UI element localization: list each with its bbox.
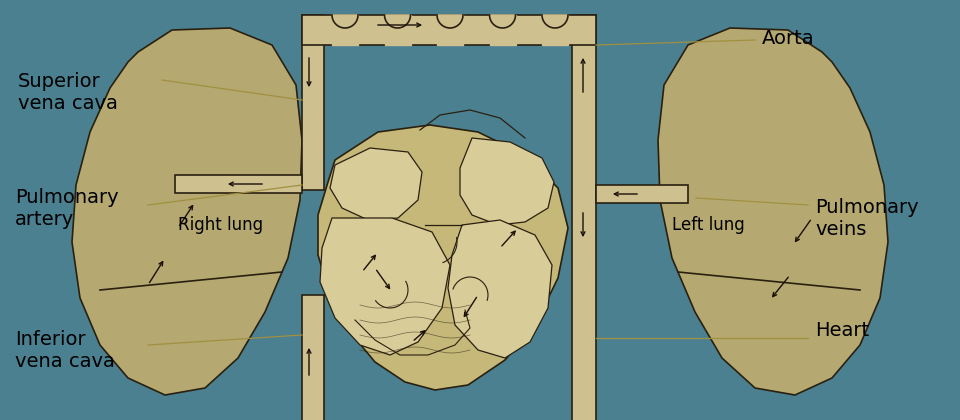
Bar	[302, 15, 324, 190]
Polygon shape	[542, 15, 568, 28]
Bar	[175, 175, 302, 193]
Polygon shape	[332, 15, 358, 28]
Polygon shape	[72, 28, 302, 395]
Bar	[302, 15, 596, 45]
Polygon shape	[332, 15, 358, 45]
Polygon shape	[385, 15, 411, 45]
Polygon shape	[542, 15, 568, 45]
Text: Superior
vena cava: Superior vena cava	[18, 72, 118, 113]
Text: Right lung: Right lung	[178, 216, 263, 234]
Text: Inferior
vena cava: Inferior vena cava	[15, 330, 115, 371]
Polygon shape	[490, 15, 516, 45]
Polygon shape	[320, 218, 450, 355]
Text: Left lung: Left lung	[672, 216, 745, 234]
Polygon shape	[318, 125, 568, 390]
Text: Heart: Heart	[815, 320, 869, 339]
Polygon shape	[448, 220, 552, 358]
Bar	[596, 185, 688, 203]
Text: Pulmonary
artery: Pulmonary artery	[15, 188, 119, 229]
Polygon shape	[437, 15, 463, 28]
Bar	[302, 295, 324, 420]
Text: Aorta: Aorta	[762, 29, 815, 47]
Bar	[572, 15, 596, 420]
Polygon shape	[385, 15, 411, 28]
Polygon shape	[330, 148, 422, 220]
Text: Pulmonary
veins: Pulmonary veins	[815, 198, 919, 239]
Polygon shape	[490, 15, 516, 28]
Polygon shape	[460, 138, 554, 225]
Polygon shape	[658, 28, 888, 395]
Polygon shape	[437, 15, 463, 45]
